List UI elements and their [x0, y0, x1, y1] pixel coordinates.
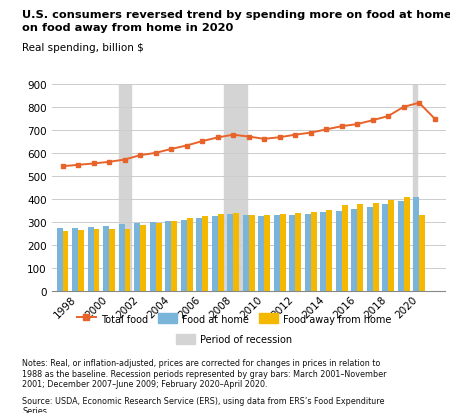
Bar	[140, 226, 146, 291]
Bar	[382, 204, 388, 291]
Bar	[72, 228, 78, 291]
Bar	[336, 211, 342, 291]
Bar	[258, 216, 264, 291]
Bar	[413, 198, 419, 291]
Bar	[373, 203, 378, 291]
Bar	[310, 212, 316, 291]
Bar	[78, 230, 84, 291]
Bar	[202, 216, 208, 291]
Text: Source: USDA, Economic Research Service (ERS), using data from ERS’s Food Expend: Source: USDA, Economic Research Service …	[22, 396, 385, 413]
Bar	[171, 221, 177, 291]
Legend: Period of recession: Period of recession	[172, 330, 296, 348]
Bar	[248, 216, 255, 291]
Bar	[419, 215, 425, 291]
Bar	[57, 229, 63, 291]
Bar	[367, 207, 373, 291]
Bar	[165, 221, 171, 291]
Bar	[295, 213, 301, 291]
Bar	[398, 202, 404, 291]
Bar	[279, 215, 285, 291]
Bar	[88, 227, 94, 291]
Bar	[320, 213, 326, 291]
Bar	[264, 216, 270, 291]
Bar	[150, 223, 156, 291]
Bar	[181, 220, 187, 291]
Bar	[212, 216, 218, 291]
Bar	[103, 226, 109, 291]
Bar	[94, 230, 99, 291]
Bar	[289, 215, 295, 291]
Bar	[119, 225, 125, 291]
Bar	[156, 224, 162, 291]
Bar	[218, 214, 224, 291]
Bar	[187, 219, 193, 291]
Bar	[243, 215, 248, 291]
Bar	[404, 197, 410, 291]
Bar	[134, 224, 140, 291]
Bar	[388, 201, 394, 291]
Text: U.S. consumers reversed trend by spending more on food at home than: U.S. consumers reversed trend by spendin…	[22, 10, 450, 20]
Bar	[196, 218, 202, 291]
Bar	[120, 85, 131, 291]
Bar	[63, 231, 68, 291]
Bar	[274, 216, 279, 291]
Bar	[351, 210, 357, 291]
Bar	[305, 214, 310, 291]
Text: Notes: Real, or inflation-adjusted, prices are corrected for changes in prices i: Notes: Real, or inflation-adjusted, pric…	[22, 358, 387, 388]
Text: Real spending, billion $: Real spending, billion $	[22, 43, 144, 53]
Bar	[342, 206, 347, 291]
Bar	[224, 85, 248, 291]
Legend: Total food, Food at home, Food away from home: Total food, Food at home, Food away from…	[73, 310, 395, 328]
Bar	[357, 204, 363, 291]
Bar	[109, 230, 115, 291]
Text: on food away from home in 2020: on food away from home in 2020	[22, 23, 234, 33]
Bar	[326, 210, 332, 291]
Bar	[125, 229, 130, 291]
Bar	[227, 215, 233, 291]
Bar	[413, 85, 417, 291]
Bar	[233, 214, 239, 291]
